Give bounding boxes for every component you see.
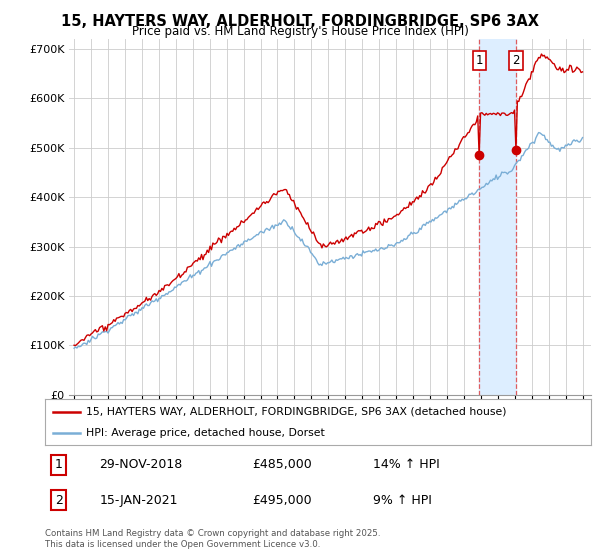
Text: 15, HAYTERS WAY, ALDERHOLT, FORDINGBRIDGE, SP6 3AX (detached house): 15, HAYTERS WAY, ALDERHOLT, FORDINGBRIDG… [86, 407, 506, 417]
Text: 9% ↑ HPI: 9% ↑ HPI [373, 493, 431, 507]
Text: HPI: Average price, detached house, Dorset: HPI: Average price, detached house, Dors… [86, 428, 325, 438]
Text: Contains HM Land Registry data © Crown copyright and database right 2025.
This d: Contains HM Land Registry data © Crown c… [45, 529, 380, 549]
Text: 2: 2 [55, 493, 62, 507]
Text: 14% ↑ HPI: 14% ↑ HPI [373, 458, 439, 471]
Text: 1: 1 [55, 458, 62, 471]
Text: 15-JAN-2021: 15-JAN-2021 [100, 493, 178, 507]
Text: £495,000: £495,000 [253, 493, 312, 507]
Text: £485,000: £485,000 [253, 458, 312, 471]
Text: 15, HAYTERS WAY, ALDERHOLT, FORDINGBRIDGE, SP6 3AX: 15, HAYTERS WAY, ALDERHOLT, FORDINGBRIDG… [61, 14, 539, 29]
Bar [479, 39, 516, 395]
Text: 2: 2 [512, 54, 520, 67]
Text: Price paid vs. HM Land Registry's House Price Index (HPI): Price paid vs. HM Land Registry's House … [131, 25, 469, 38]
Text: 1: 1 [476, 54, 483, 67]
Text: 29-NOV-2018: 29-NOV-2018 [100, 458, 183, 471]
